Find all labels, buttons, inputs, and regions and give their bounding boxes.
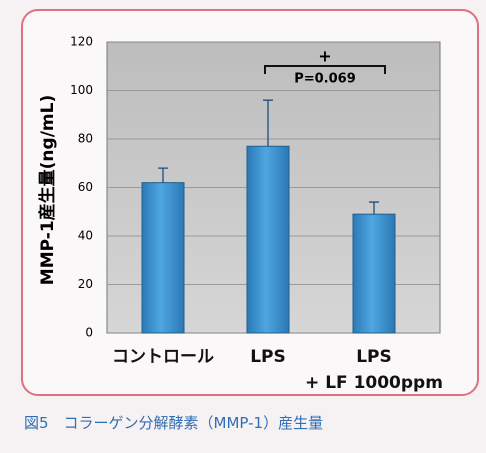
- y-tick-label: 20: [78, 277, 93, 291]
- y-tick-label: 120: [70, 35, 93, 49]
- error-bar: [158, 167, 168, 183]
- annotation: +: [318, 47, 331, 66]
- caption: 図5 コラーゲン分解酵素（MMP-1）産生量: [24, 414, 324, 432]
- bar: [352, 213, 396, 334]
- y-tick-label: 100: [70, 83, 93, 97]
- bar: [246, 145, 290, 334]
- y-axis-label: MMP-1産生量(ng/mL): [37, 95, 58, 285]
- bracket: [264, 65, 386, 74]
- x-tick-label: LPS + LF 1000ppm: [305, 347, 443, 393]
- y-tick-label: 0: [85, 326, 93, 340]
- y-tick-label: 40: [78, 229, 93, 243]
- error-bar: [369, 201, 379, 215]
- y-tick-label: 60: [78, 180, 93, 194]
- annotation: P=0.069: [294, 72, 356, 87]
- bar: [141, 182, 185, 334]
- x-tick-label: コントロール: [112, 347, 214, 367]
- error-bar: [263, 99, 273, 147]
- y-tick-label: 80: [78, 132, 93, 146]
- x-tick-label: LPS: [250, 347, 286, 367]
